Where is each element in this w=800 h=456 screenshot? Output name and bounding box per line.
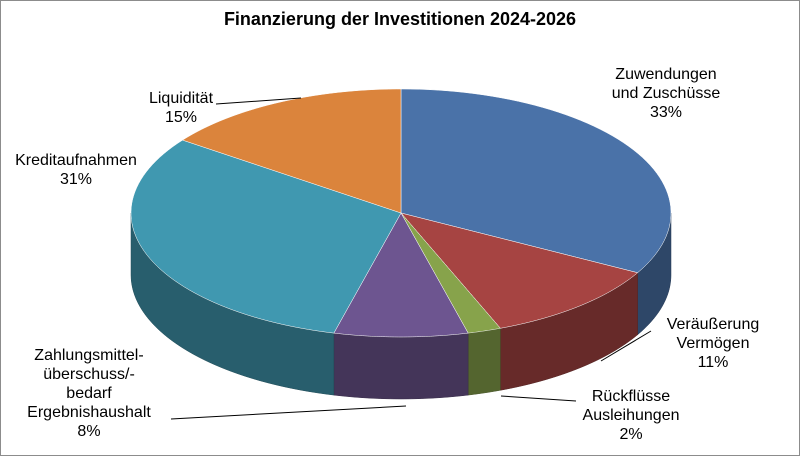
category-label: Rückflüsse Ausleihungen [582, 388, 680, 424]
category-label: Veräußerung Vermögen [666, 316, 760, 352]
category-label: Zuwendungen und Zuschüsse [611, 66, 721, 102]
slice [400, 88, 672, 274]
category-label: Zahlungsmittel- überschuss/- bedarf Erge… [27, 347, 151, 421]
value-label: 11% [697, 354, 729, 371]
chart-title: Finanzierung der Investitionen 2024-2026 [223, 9, 577, 29]
value-label: 8% [77, 423, 101, 440]
slice [400, 212, 639, 329]
slice [181, 88, 402, 214]
slice-label: Rückflüsse Ausleihungen 2% [583, 387, 680, 444]
leader-line [170, 405, 407, 420]
slice-label: Veräußerung Vermögen 11% [667, 315, 760, 372]
value-label: 15% [164, 109, 198, 126]
leader-line [600, 330, 652, 362]
slice [400, 212, 501, 334]
slice-label: Kreditaufnahmen 31% [15, 151, 137, 189]
leader-line [215, 97, 302, 105]
slice-label: Zuwendungen und Zuschüsse 33% [612, 65, 721, 122]
category-label: Liquidität [148, 90, 214, 107]
slice [333, 212, 469, 338]
leader-line [500, 395, 577, 402]
slice-label: Zahlungsmittel- überschuss/- bedarf Erge… [27, 346, 151, 441]
slice [130, 139, 402, 334]
slice-side [333, 332, 469, 400]
slice-side [467, 327, 501, 396]
category-label: Kreditaufnahmen [15, 152, 137, 169]
value-label: 31% [59, 171, 93, 188]
slice-label: Liquidität 15% [149, 89, 213, 127]
value-label: 33% [649, 104, 683, 121]
value-label: 2% [619, 426, 643, 443]
